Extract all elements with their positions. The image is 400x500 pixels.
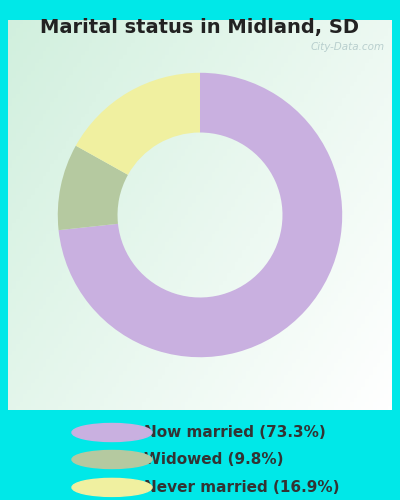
Wedge shape xyxy=(58,146,128,230)
Circle shape xyxy=(72,424,152,442)
Text: Now married (73.3%): Now married (73.3%) xyxy=(144,425,326,440)
Text: Marital status in Midland, SD: Marital status in Midland, SD xyxy=(40,18,360,36)
Circle shape xyxy=(72,478,152,496)
Wedge shape xyxy=(58,73,342,357)
Wedge shape xyxy=(76,73,200,175)
Circle shape xyxy=(72,450,152,468)
Text: City-Data.com: City-Data.com xyxy=(310,42,384,52)
Text: Never married (16.9%): Never married (16.9%) xyxy=(144,480,340,495)
Text: Widowed (9.8%): Widowed (9.8%) xyxy=(144,452,284,467)
